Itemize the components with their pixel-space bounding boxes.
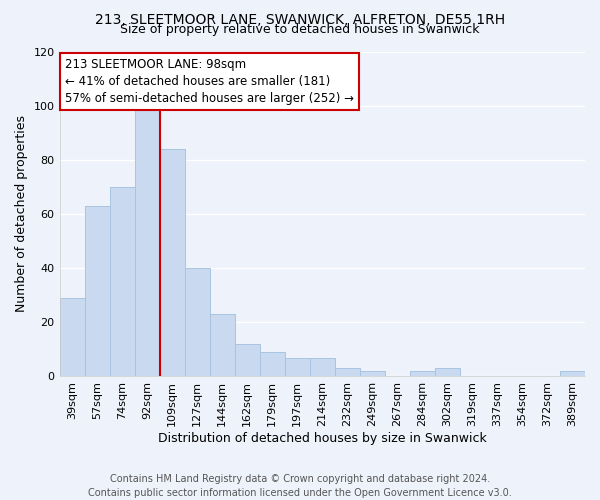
Bar bbox=[260, 352, 285, 376]
Bar bbox=[360, 371, 385, 376]
Bar bbox=[310, 358, 335, 376]
Bar bbox=[410, 371, 435, 376]
Bar bbox=[110, 187, 134, 376]
X-axis label: Distribution of detached houses by size in Swanwick: Distribution of detached houses by size … bbox=[158, 432, 487, 445]
Y-axis label: Number of detached properties: Number of detached properties bbox=[15, 116, 28, 312]
Bar bbox=[285, 358, 310, 376]
Bar bbox=[134, 108, 160, 376]
Bar bbox=[235, 344, 260, 376]
Text: Contains HM Land Registry data © Crown copyright and database right 2024.
Contai: Contains HM Land Registry data © Crown c… bbox=[88, 474, 512, 498]
Text: Size of property relative to detached houses in Swanwick: Size of property relative to detached ho… bbox=[120, 22, 480, 36]
Bar bbox=[560, 371, 585, 376]
Bar bbox=[209, 314, 235, 376]
Bar bbox=[160, 149, 185, 376]
Text: 213, SLEETMOOR LANE, SWANWICK, ALFRETON, DE55 1RH: 213, SLEETMOOR LANE, SWANWICK, ALFRETON,… bbox=[95, 12, 505, 26]
Bar bbox=[59, 298, 85, 376]
Bar bbox=[85, 206, 110, 376]
Text: 213 SLEETMOOR LANE: 98sqm
← 41% of detached houses are smaller (181)
57% of semi: 213 SLEETMOOR LANE: 98sqm ← 41% of detac… bbox=[65, 58, 354, 105]
Bar bbox=[185, 268, 209, 376]
Bar bbox=[435, 368, 460, 376]
Bar bbox=[335, 368, 360, 376]
